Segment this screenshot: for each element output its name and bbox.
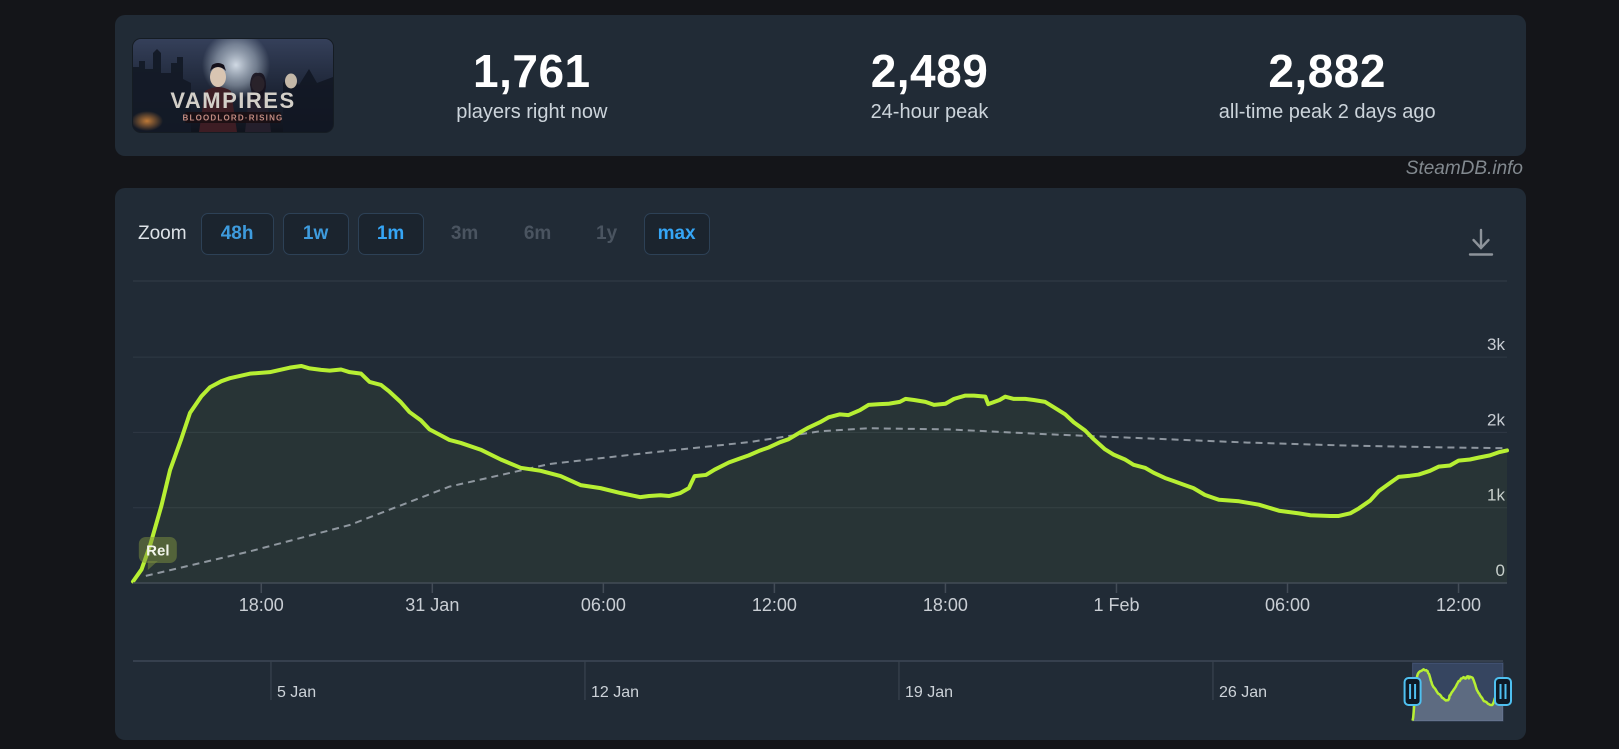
zoom-button-1w[interactable]: 1w bbox=[282, 213, 349, 255]
alltime-peak-label: all-time peak 2 days ago bbox=[1218, 101, 1436, 124]
y-axis-label-2k: 2k bbox=[1487, 410, 1505, 429]
navigator-date-label: 12 Jan bbox=[591, 684, 639, 701]
alltime-peak-value: 2,882 bbox=[1268, 44, 1386, 97]
zoom-button-1y-disabled: 1y bbox=[596, 223, 618, 244]
average-line bbox=[145, 427, 1508, 577]
navigator-handle-right[interactable] bbox=[1494, 677, 1512, 706]
zoom-button-3m-disabled: 3m bbox=[450, 223, 479, 244]
zoom-button-1m[interactable]: 1m bbox=[357, 213, 424, 255]
download-chart-button[interactable] bbox=[1462, 224, 1500, 262]
game-banner[interactable]: VAMPIRES BLOODLORD·RISING bbox=[133, 39, 333, 132]
x-axis-label: 06:00 bbox=[1265, 595, 1310, 615]
stats-row: 1,761 players right now 2,489 24-hour pe… bbox=[333, 47, 1526, 124]
steamdb-watermark: SteamDB.info bbox=[1405, 158, 1523, 179]
zoom-label: Zoom bbox=[138, 223, 187, 244]
y-axis-label-3k: 3k bbox=[1487, 335, 1505, 354]
peak-24h-value: 2,489 bbox=[870, 44, 989, 97]
current-players-label: players right now bbox=[456, 101, 608, 124]
current-players-value: 1,761 bbox=[473, 44, 591, 97]
release-marker-pointer bbox=[147, 561, 158, 570]
x-axis-label: 18:00 bbox=[923, 595, 968, 615]
download-icon bbox=[1468, 228, 1494, 256]
navigator-series-line bbox=[1411, 668, 1504, 721]
x-axis-label: 31 Jan bbox=[405, 595, 459, 615]
navigator-area-fill bbox=[1412, 669, 1503, 721]
banner-subtitle: BLOODLORD·RISING bbox=[183, 114, 284, 123]
banner-title: VAMPIRES bbox=[170, 88, 295, 113]
stats-panel: VAMPIRES BLOODLORD·RISING 1,761 players … bbox=[115, 15, 1526, 156]
navigator-date-label: 19 Jan bbox=[905, 684, 953, 701]
zoom-button-48h[interactable]: 48h bbox=[200, 213, 274, 255]
x-axis-label: 12:00 bbox=[752, 595, 797, 615]
y-axis-label-0: 0 bbox=[1496, 561, 1505, 580]
x-axis-label: 18:00 bbox=[239, 595, 284, 615]
navigator-date-label: 5 Jan bbox=[277, 684, 316, 701]
zoom-toolbar: Zoom 48h 1w 1m 3m 6m 1y max bbox=[138, 212, 719, 256]
players-area-fill bbox=[133, 366, 1507, 583]
navigator-date-label: 26 Jan bbox=[1219, 684, 1267, 701]
stat-24h-peak: 2,489 24-hour peak bbox=[731, 47, 1129, 124]
zoom-button-6m-disabled: 6m bbox=[523, 223, 552, 244]
navigator-handle-left[interactable] bbox=[1403, 677, 1422, 706]
release-marker-label: Rel bbox=[146, 543, 169, 560]
release-marker-badge[interactable] bbox=[138, 537, 177, 563]
zoom-button-max[interactable]: max bbox=[643, 213, 710, 255]
peak-24h-label: 24-hour peak bbox=[870, 101, 989, 124]
game-banner-art: VAMPIRES BLOODLORD·RISING bbox=[133, 39, 333, 132]
chart-panel bbox=[115, 188, 1526, 740]
x-axis-label: 1 Feb bbox=[1093, 595, 1139, 615]
stat-alltime-peak: 2,882 all-time peak 2 days ago bbox=[1128, 47, 1526, 124]
x-axis-label: 06:00 bbox=[581, 595, 626, 615]
x-axis-label: 12:00 bbox=[1436, 595, 1481, 615]
players-line bbox=[131, 363, 1509, 584]
stat-current-players: 1,761 players right now bbox=[333, 47, 731, 124]
y-axis-label-1k: 1k bbox=[1487, 486, 1505, 505]
